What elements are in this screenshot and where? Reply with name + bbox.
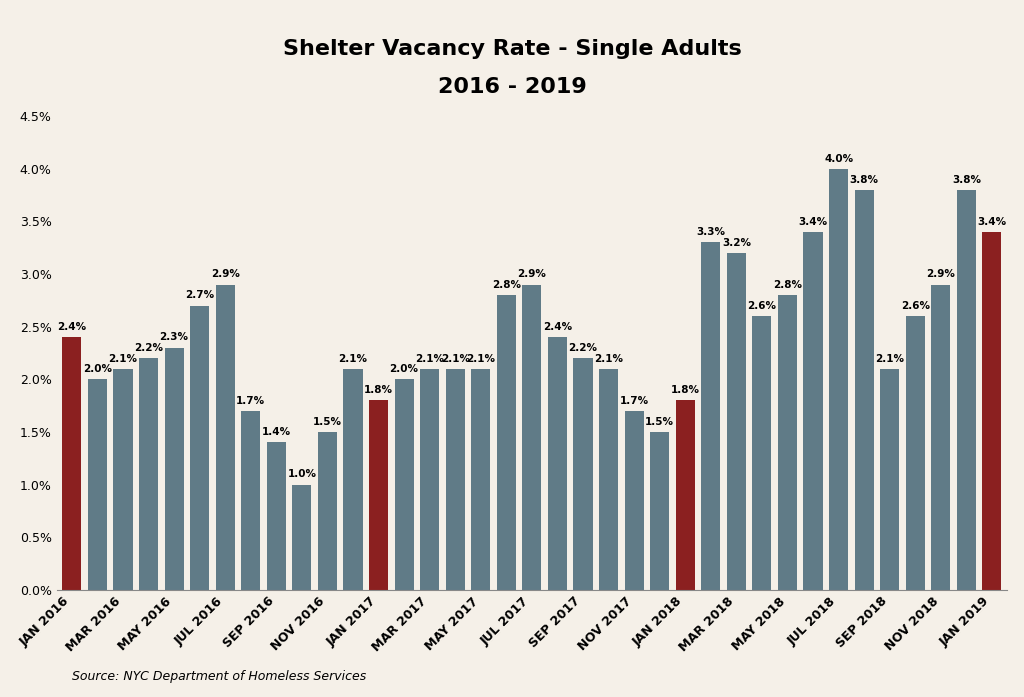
Bar <box>880 369 899 590</box>
Bar <box>753 316 771 590</box>
Text: 2.8%: 2.8% <box>492 279 521 290</box>
Bar <box>727 253 745 590</box>
Text: 2.4%: 2.4% <box>57 322 86 332</box>
Bar <box>956 190 976 590</box>
Bar <box>982 232 1001 590</box>
Bar <box>829 169 848 590</box>
Text: 2.2%: 2.2% <box>134 343 163 353</box>
Bar <box>242 411 260 590</box>
Text: 1.0%: 1.0% <box>288 469 316 480</box>
Text: 1.4%: 1.4% <box>262 427 291 437</box>
Bar <box>650 432 670 590</box>
Bar <box>778 295 797 590</box>
Text: 2.1%: 2.1% <box>415 353 444 364</box>
Bar <box>599 369 618 590</box>
Bar <box>804 232 822 590</box>
Text: 4.0%: 4.0% <box>824 153 853 164</box>
Text: 2.9%: 2.9% <box>927 269 955 279</box>
Text: 1.5%: 1.5% <box>645 417 674 427</box>
Bar <box>139 358 158 590</box>
Text: 2.2%: 2.2% <box>568 343 598 353</box>
Bar <box>88 379 108 590</box>
Text: 2.6%: 2.6% <box>748 301 776 311</box>
Text: 3.8%: 3.8% <box>952 174 981 185</box>
Bar <box>573 358 593 590</box>
Text: 2.0%: 2.0% <box>83 364 112 374</box>
Bar <box>292 484 311 590</box>
Text: Shelter Vacancy Rate - Single Adults: Shelter Vacancy Rate - Single Adults <box>283 39 741 59</box>
Bar <box>369 400 388 590</box>
Text: Source: NYC Department of Homeless Services: Source: NYC Department of Homeless Servi… <box>72 670 366 683</box>
Bar <box>317 432 337 590</box>
Bar <box>548 337 567 590</box>
Text: 1.5%: 1.5% <box>313 417 342 427</box>
Text: 3.2%: 3.2% <box>722 238 751 247</box>
Text: 1.7%: 1.7% <box>620 396 648 406</box>
Text: 2.0%: 2.0% <box>389 364 419 374</box>
Bar <box>267 443 286 590</box>
Bar <box>625 411 644 590</box>
Bar <box>522 284 542 590</box>
Text: 2.1%: 2.1% <box>339 353 368 364</box>
Text: 2.7%: 2.7% <box>185 291 214 300</box>
Bar <box>420 369 439 590</box>
Text: 3.3%: 3.3% <box>696 227 725 237</box>
Text: 2.6%: 2.6% <box>901 301 930 311</box>
Text: 2.9%: 2.9% <box>211 269 240 279</box>
Text: 3.8%: 3.8% <box>850 174 879 185</box>
Bar <box>62 337 82 590</box>
Text: 3.4%: 3.4% <box>799 217 827 227</box>
Bar <box>497 295 516 590</box>
Bar <box>165 348 183 590</box>
Text: 1.7%: 1.7% <box>237 396 265 406</box>
Bar <box>190 305 209 590</box>
Bar <box>701 243 720 590</box>
Text: 2.1%: 2.1% <box>440 353 470 364</box>
Bar <box>445 369 465 590</box>
Bar <box>114 369 132 590</box>
Bar <box>216 284 234 590</box>
Text: 3.4%: 3.4% <box>977 217 1007 227</box>
Text: 2.9%: 2.9% <box>517 269 547 279</box>
Bar <box>394 379 414 590</box>
Bar <box>471 369 490 590</box>
Bar <box>931 284 950 590</box>
Text: 2.1%: 2.1% <box>876 353 904 364</box>
Text: 2.8%: 2.8% <box>773 279 802 290</box>
Text: 1.8%: 1.8% <box>671 385 699 395</box>
Text: 2016 - 2019: 2016 - 2019 <box>437 77 587 97</box>
Text: 1.8%: 1.8% <box>365 385 393 395</box>
Text: 2.1%: 2.1% <box>109 353 137 364</box>
Bar <box>676 400 695 590</box>
Bar <box>905 316 925 590</box>
Text: 2.1%: 2.1% <box>466 353 496 364</box>
Text: 2.1%: 2.1% <box>594 353 623 364</box>
Text: 2.3%: 2.3% <box>160 332 188 342</box>
Bar <box>343 369 362 590</box>
Bar <box>855 190 873 590</box>
Text: 2.4%: 2.4% <box>543 322 572 332</box>
